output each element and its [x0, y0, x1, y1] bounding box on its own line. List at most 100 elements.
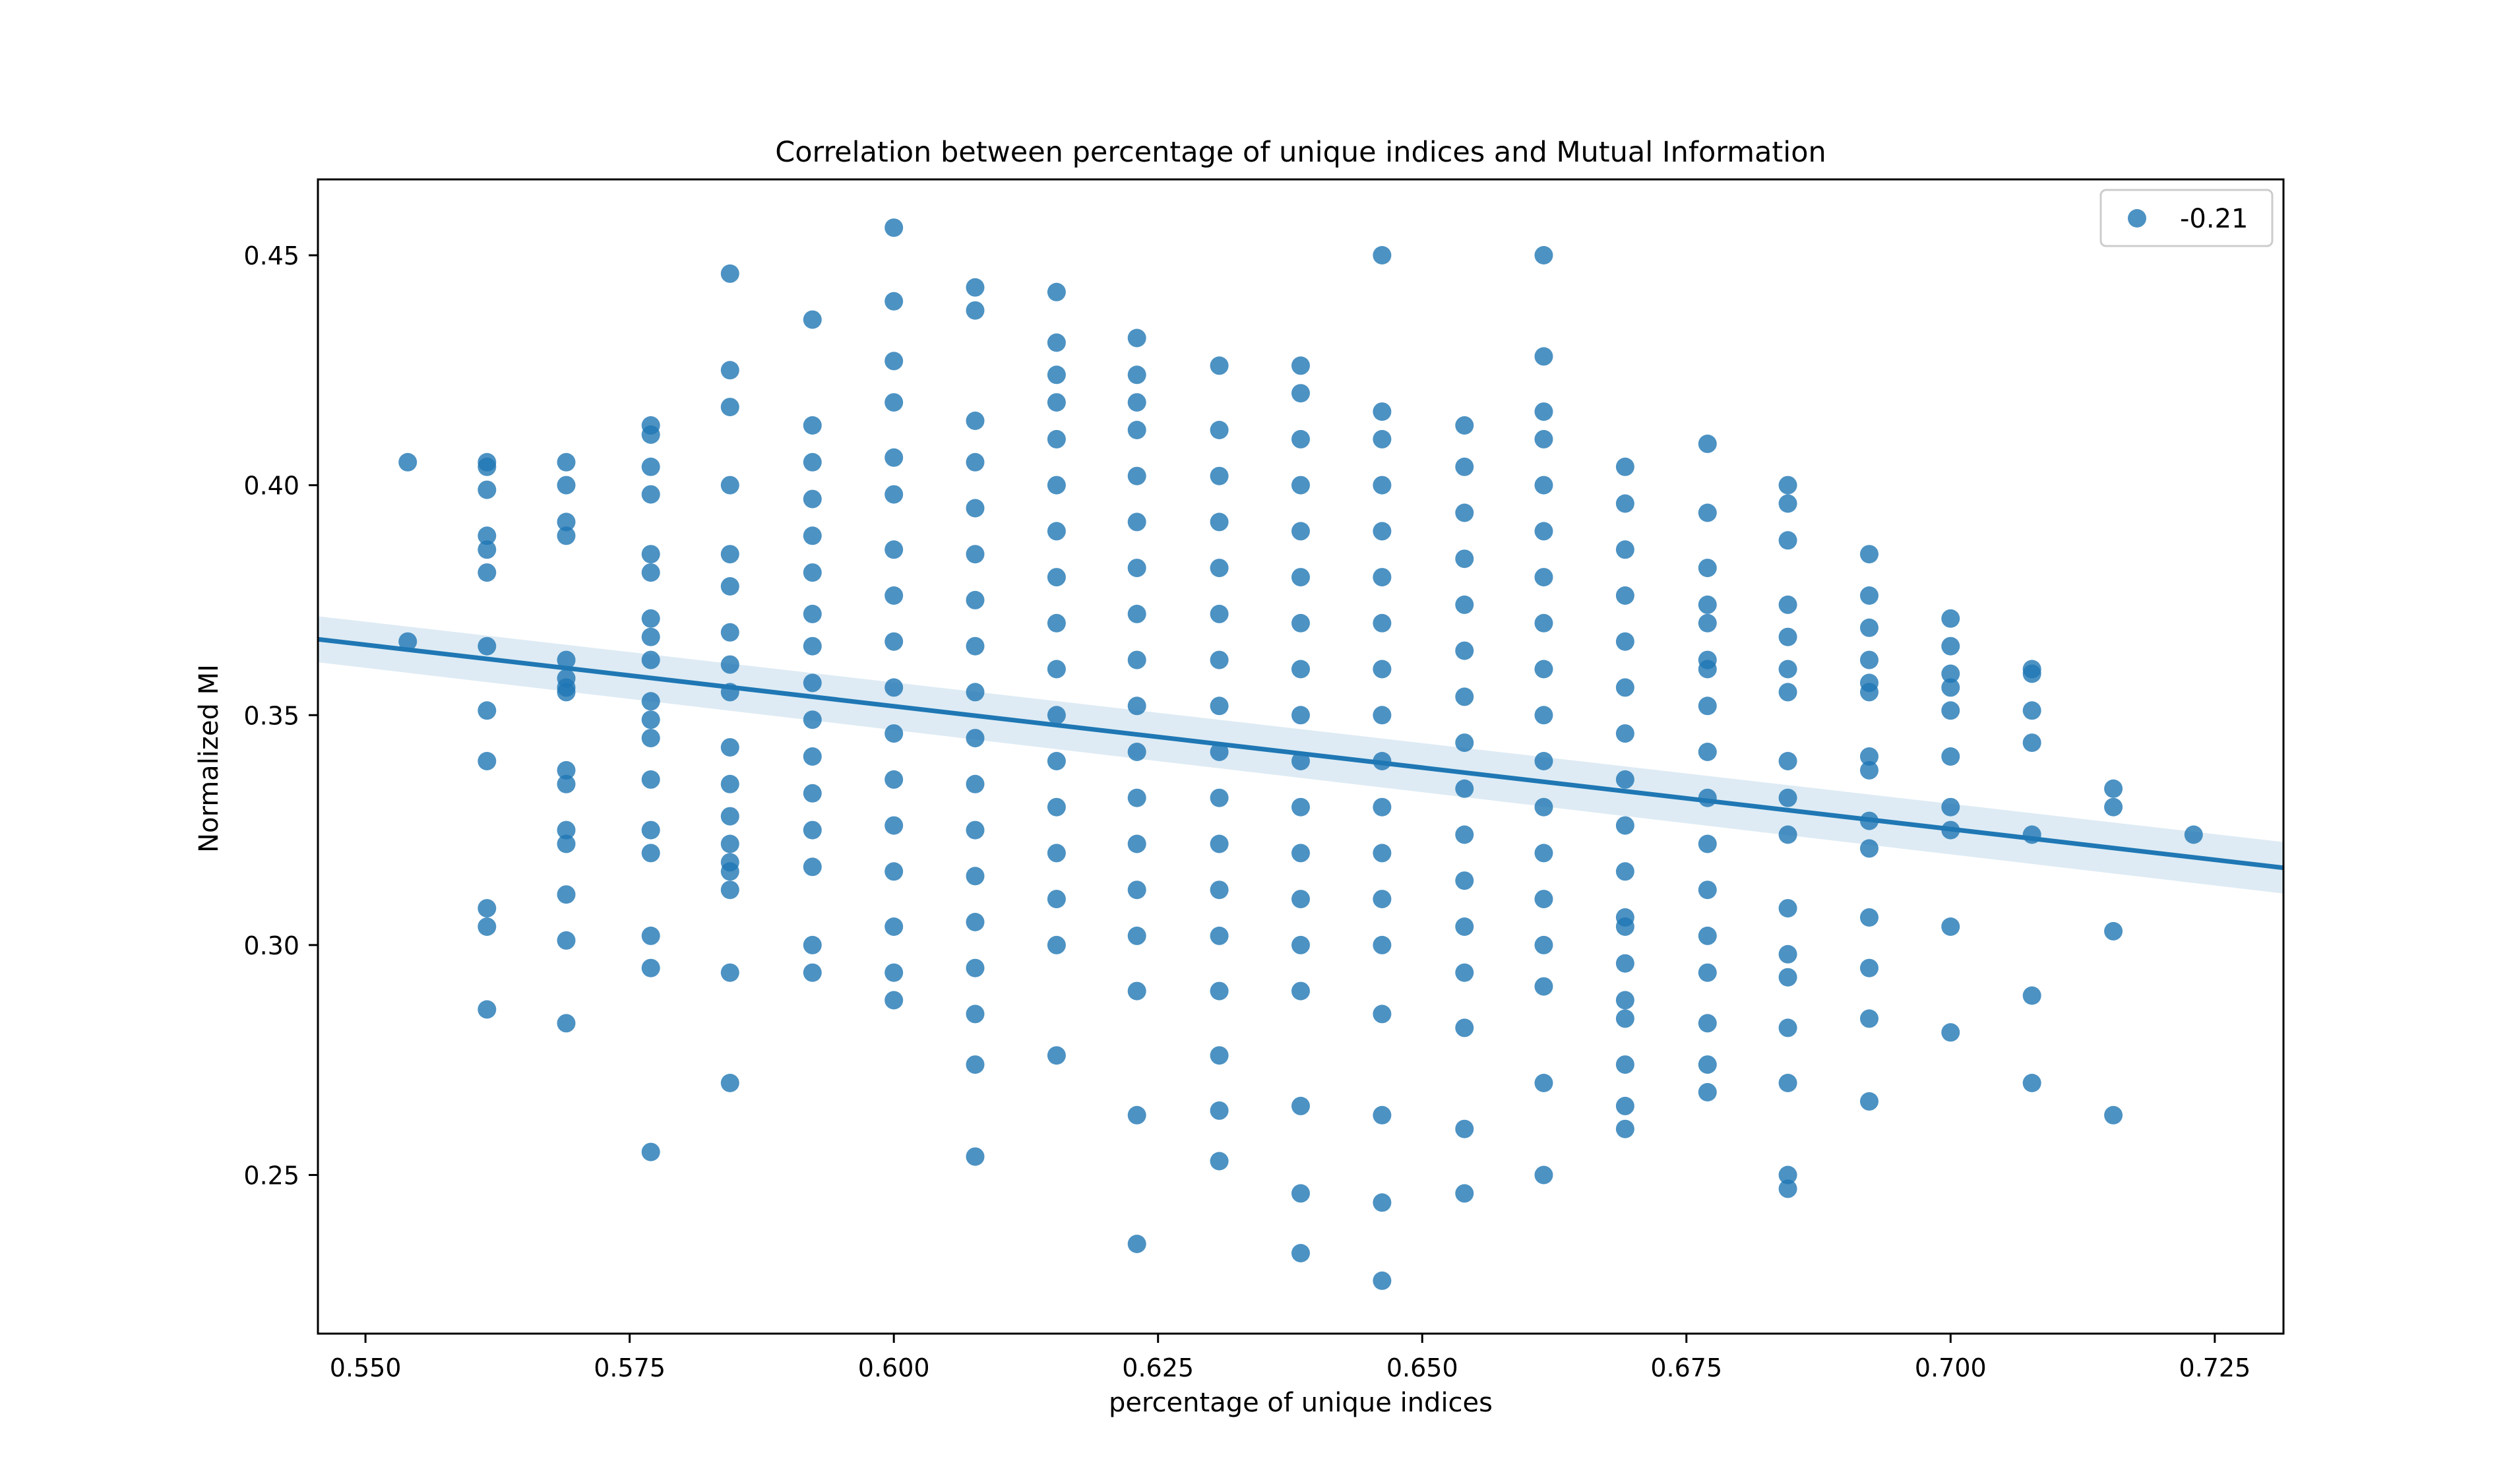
scatter-point — [1455, 963, 1474, 982]
scatter-point — [1127, 696, 1146, 716]
scatter-point — [1778, 944, 1797, 964]
scatter-point — [478, 899, 497, 918]
scatter-point — [1534, 613, 1553, 633]
scatter-point — [557, 512, 576, 532]
scatter-point — [557, 931, 576, 950]
scatter-point — [1210, 559, 1229, 578]
scatter-point — [398, 632, 418, 651]
scatter-point — [966, 1055, 985, 1074]
scatter-point — [803, 452, 822, 472]
x-tick-label: 0.650 — [1386, 1353, 1458, 1382]
scatter-point — [1047, 365, 1066, 385]
scatter-point — [966, 774, 985, 793]
scatter-point — [966, 1147, 985, 1166]
scatter-point — [1210, 466, 1229, 485]
scatter-point — [1941, 701, 1960, 720]
y-tick-label: 0.35 — [243, 701, 299, 730]
scatter-point — [720, 1074, 739, 1092]
scatter-point — [1127, 604, 1146, 623]
scatter-point — [641, 425, 660, 444]
scatter-point — [720, 774, 739, 793]
scatter-point — [1534, 402, 1553, 421]
scatter-point — [1778, 1018, 1797, 1037]
scatter-point — [1698, 1083, 1717, 1101]
scatter-point — [720, 655, 739, 674]
scatter-point — [1615, 991, 1634, 1010]
scatter-point — [478, 540, 497, 559]
scatter-point — [966, 683, 985, 702]
scatter-point — [966, 452, 985, 472]
scatter-point — [1373, 935, 1392, 954]
scatter-point — [1455, 503, 1474, 522]
scatter-point — [803, 673, 822, 693]
x-tick-label: 0.725 — [2179, 1353, 2250, 1382]
scatter-point — [1455, 871, 1474, 890]
scatter-point — [1778, 531, 1797, 550]
scatter-point — [966, 820, 985, 840]
scatter-point — [1047, 752, 1066, 770]
scatter-point — [1941, 678, 1960, 697]
scatter-point — [1373, 429, 1392, 448]
scatter-point — [1455, 416, 1474, 435]
scatter-point — [1941, 797, 1960, 817]
scatter-point — [2104, 921, 2123, 941]
scatter-point — [1860, 545, 1878, 564]
scatter-point — [1615, 862, 1634, 881]
scatter-point — [1778, 1074, 1797, 1092]
scatter-point — [1210, 512, 1229, 532]
scatter-point — [1534, 1074, 1553, 1092]
scatter-point — [1291, 522, 1310, 541]
scatter-point — [1373, 1005, 1392, 1024]
scatter-point — [966, 636, 985, 656]
scatter-point — [884, 448, 904, 467]
scatter-point — [1778, 968, 1797, 987]
scatter-point — [1047, 393, 1066, 412]
scatter-point — [1291, 844, 1310, 863]
scatter-point — [1047, 282, 1066, 301]
scatter-point — [1698, 834, 1717, 853]
scatter-point — [1291, 613, 1310, 633]
scatter-point — [1210, 604, 1229, 623]
scatter-point — [1291, 356, 1310, 375]
scatter-point — [1455, 825, 1474, 844]
scatter-point — [478, 917, 497, 936]
scatter-point — [557, 834, 576, 853]
scatter-point — [884, 678, 904, 697]
scatter-point — [1534, 429, 1553, 448]
scatter-point — [1127, 328, 1146, 348]
scatter-point — [1778, 752, 1797, 770]
scatter-point — [1210, 981, 1229, 1001]
scatter-point — [1291, 476, 1310, 495]
scatter-point — [2104, 1105, 2123, 1125]
scatter-point — [1455, 595, 1474, 614]
scatter-point — [1615, 494, 1634, 513]
scatter-point — [1047, 1046, 1066, 1065]
scatter-point — [1210, 696, 1229, 716]
scatter-point — [641, 650, 660, 669]
scatter-point — [1291, 660, 1310, 679]
scatter-point — [2184, 825, 2203, 844]
scatter-point — [641, 844, 660, 863]
scatter-point — [1291, 890, 1310, 909]
legend-frame — [2099, 189, 2274, 247]
scatter-point — [803, 935, 822, 954]
scatter-point — [2104, 779, 2123, 798]
scatter-point — [1698, 660, 1717, 679]
scatter-point — [803, 710, 822, 729]
scatter-point — [1534, 347, 1553, 366]
scatter-point — [966, 1005, 985, 1024]
scatter-point — [1127, 512, 1146, 532]
legend-marker — [2128, 209, 2146, 228]
scatter-point — [478, 457, 497, 476]
scatter-point — [641, 627, 660, 646]
scatter-point — [1291, 1096, 1310, 1115]
scatter-point — [803, 310, 822, 329]
scatter-point — [1615, 770, 1634, 789]
scatter-point — [1210, 881, 1229, 900]
scatter-point — [720, 577, 739, 596]
scatter-point — [884, 862, 904, 881]
regression-line — [317, 636, 2284, 871]
scatter-point — [884, 770, 904, 789]
scatter-point — [1373, 660, 1392, 679]
